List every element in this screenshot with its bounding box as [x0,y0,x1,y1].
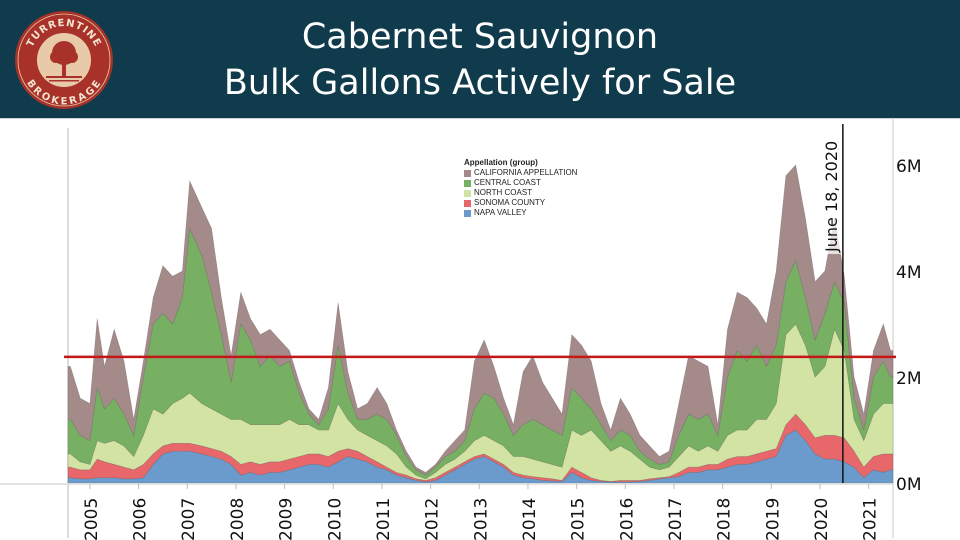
legend-item: NAPA VALLEY [464,208,577,218]
legend-label: CENTRAL COAST [474,178,541,187]
legend-swatch [464,189,471,197]
area-california-appellation [67,164,894,476]
title-line-1: Cabernet Sauvignon [301,17,659,57]
x-tick-label: 2015 [569,498,589,540]
y-tick-label: 0M [896,475,921,495]
legend-label: SONOMA COUNTY [474,198,546,207]
x-tick-label: 2008 [228,498,248,540]
legend-swatch [464,169,471,177]
y-tick-label: 2M [896,369,921,389]
legend-label: NORTH COAST [474,188,533,197]
x-tick-label: 2007 [179,498,199,540]
area-central-coast [67,227,894,480]
legend-label: CALIFORNIA APPELLATION [474,168,578,177]
x-tick-label: 2012 [423,498,443,540]
chart-legend: Appellation (group) CALIFORNIA APPELLATI… [464,158,577,218]
annotations: June 18, 2020 [64,124,896,483]
x-axis-ticks: 2005 2006 2007 2008 2009 2010 2011 2012 2013 2014… [82,484,881,540]
legend-swatch [464,199,471,207]
y-axis-ticks: 0M 2M 4M 6M [896,157,921,495]
legend-item: CALIFORNIA APPELLATION [464,168,577,178]
legend-item: CENTRAL COAST [464,178,577,188]
turrentine-brokerage-logo: TURRENTINE BROKERAGE [15,11,113,109]
y-tick-label: 4M [896,263,921,283]
legend-swatch [464,209,471,217]
header-bar: TURRENTINE BROKERAGE Cabernet Sauvignon … [0,0,960,118]
series-areas [67,164,894,485]
x-tick-label: 2016 [617,498,637,540]
x-tick-label: 2013 [471,498,491,540]
x-tick-label: 2006 [131,498,151,540]
x-tick-label: 2020 [812,498,832,540]
x-tick-label: 2011 [374,498,394,540]
x-tick-label: 2010 [325,498,345,540]
legend-swatch [464,179,471,187]
stacked-area-chart: 0M 2M 4M 6M 2005 2006 2007 2008 2009 2010 2011 201… [0,118,960,540]
x-tick-label: 2017 [666,498,686,540]
legend-label: NAPA VALLEY [474,208,527,217]
date-marker-label-bg [820,126,841,254]
legend-item: NORTH COAST [464,188,577,198]
x-tick-label: 2009 [277,498,297,540]
x-tick-label: 2018 [715,498,735,540]
title-line-2: Bulk Gallons Actively for Sale [223,63,737,103]
legend-title: Appellation (group) [464,158,538,167]
y-tick-label: 6M [896,157,921,177]
page-title: Cabernet Sauvignon Bulk Gallons Actively… [130,14,830,106]
x-tick-label: 2021 [861,498,881,540]
x-tick-label: 2005 [82,498,102,540]
x-tick-label: 2019 [763,498,783,540]
date-marker-label: June 18, 2020 [822,141,841,253]
legend-item: SONOMA COUNTY [464,198,577,208]
x-tick-label: 2014 [520,498,540,540]
tree-icon [46,41,82,82]
